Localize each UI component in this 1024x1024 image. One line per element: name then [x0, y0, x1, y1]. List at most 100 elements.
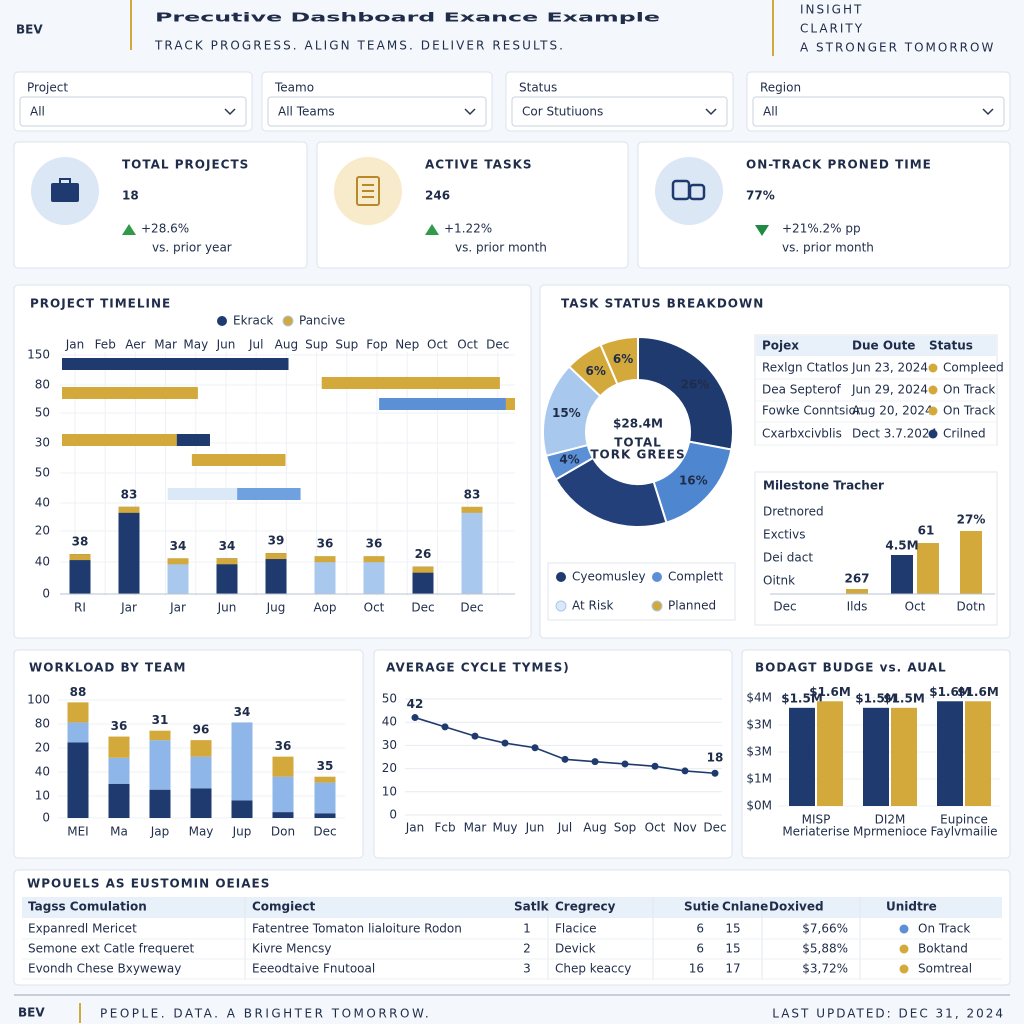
filter-label: Project — [27, 81, 68, 95]
filter-select[interactable] — [752, 96, 1005, 127]
month-label: May — [183, 338, 208, 352]
bar — [789, 707, 815, 806]
x-tick-label: May — [189, 825, 214, 839]
legend-label: At Risk — [572, 599, 613, 613]
bar-cap — [461, 506, 483, 513]
y-tick-label: $1M — [746, 772, 772, 786]
point — [561, 755, 569, 763]
gantt-bar — [237, 488, 301, 500]
panel-title: WORKLOAD BY TEAM — [29, 661, 186, 675]
bar-segment — [231, 800, 253, 818]
bar-cap — [167, 558, 189, 565]
subpanel — [754, 471, 998, 626]
donut-center-label: TOTAL — [614, 436, 662, 450]
bar-segment — [149, 740, 171, 790]
panel-title: AVERAGE CYCLE TYMES) — [386, 661, 570, 675]
legend-swatch — [652, 572, 662, 582]
kpi-value: 246 — [425, 189, 450, 203]
row-label: Exctivs — [763, 528, 805, 542]
gantt-bar — [505, 398, 515, 410]
table-cell: On Track — [943, 404, 995, 418]
bar-cap — [69, 554, 91, 561]
point — [681, 767, 689, 775]
value-label: $1.5M — [883, 691, 925, 705]
table-cell: Evondh Chese Bxyweway — [28, 962, 181, 976]
panel-title: Milestone Tracher — [763, 479, 884, 493]
table-header-bg — [22, 897, 1002, 918]
value-label: 36 — [366, 537, 383, 551]
value-label: 83 — [121, 487, 138, 501]
table-cell: On Track — [918, 922, 970, 936]
bar — [412, 566, 434, 594]
x-tick-label: DI2M — [875, 813, 906, 827]
month-label: Sup — [305, 338, 328, 352]
trend-arrow — [122, 224, 136, 235]
gantt-bar — [176, 434, 210, 446]
row-label: 40 — [35, 496, 50, 510]
table-cell: 1 — [523, 922, 531, 936]
donut-slice — [599, 335, 639, 386]
table-header: Sutie — [684, 900, 719, 914]
bar-cap — [265, 553, 287, 560]
x-tick-label: Meriaterise — [782, 825, 849, 839]
trend-arrow — [755, 225, 769, 236]
chevron — [982, 108, 994, 116]
row-label: 30 — [35, 436, 50, 450]
bar — [891, 707, 917, 806]
bar-cap — [363, 556, 385, 563]
y-tick-label: 50 — [382, 692, 397, 706]
annotation: 4.5M — [885, 539, 918, 553]
row-label: Dei dact — [763, 551, 813, 565]
point — [621, 760, 629, 768]
footer-updated: LAST UPDATED: DEC 31, 2024 — [772, 1007, 1005, 1021]
row-label: 50 — [35, 406, 50, 420]
y-tick-label: $4M — [746, 691, 772, 705]
table-cell: Aug 20, 2024 — [852, 404, 933, 418]
kpi-icon — [59, 178, 71, 183]
panel-title: TASK STATUS BREAKDOWN — [561, 297, 764, 311]
y-tick-label: 30 — [382, 738, 397, 752]
table-cell: Flacice — [555, 922, 597, 936]
filter-select[interactable] — [19, 96, 247, 127]
bar-segment — [272, 756, 294, 777]
bar — [69, 554, 91, 594]
y-tick-label: 20 — [35, 741, 50, 755]
x-tick-label: Faylvmailie — [930, 825, 997, 839]
filter-label: Region — [760, 81, 801, 95]
x-tick-label: Nov — [673, 821, 696, 835]
gantt-bar — [62, 387, 198, 399]
x-tick-label: Ma — [110, 825, 128, 839]
bar-segment — [67, 702, 89, 723]
bar — [314, 556, 336, 594]
table-header: Doxived — [769, 900, 824, 914]
table-header: Cnlane — [722, 900, 768, 914]
filter-value: All — [763, 105, 778, 119]
point — [711, 769, 719, 777]
filter-value: Cor Stutiuons — [522, 105, 603, 119]
value-label: 15% — [552, 406, 581, 420]
kpi-icon — [51, 183, 79, 202]
value-label: 6% — [613, 352, 633, 366]
filter-value: All Teams — [278, 105, 335, 119]
legend-label: Complett — [668, 570, 723, 584]
total-label: 88 — [70, 685, 87, 699]
month-label: Aug — [275, 338, 298, 352]
table-cell: Semone ext Catle frequeret — [28, 942, 195, 956]
table-header: Unidtre — [886, 900, 937, 914]
kpi-icon — [356, 176, 380, 206]
filter-select[interactable] — [511, 96, 728, 127]
panel-title: BODAGT BUDGE vs. AUAL — [755, 661, 947, 675]
x-tick-label: Jun — [525, 821, 545, 835]
table-cell: Jun 29, 2024 — [851, 383, 928, 397]
table-cell: Devick — [555, 942, 596, 956]
y-tick-label: 20 — [382, 761, 397, 775]
legend-swatch — [651, 600, 663, 612]
month-label: Jan — [65, 338, 85, 352]
kpi-title: ON-TRACK PRONED TIME — [746, 158, 932, 172]
point — [531, 744, 539, 752]
month-label: Jul — [248, 338, 263, 352]
filter-select[interactable] — [267, 96, 487, 127]
table-cell: Crilned — [943, 427, 986, 441]
value-label: $1.6M — [957, 685, 999, 699]
